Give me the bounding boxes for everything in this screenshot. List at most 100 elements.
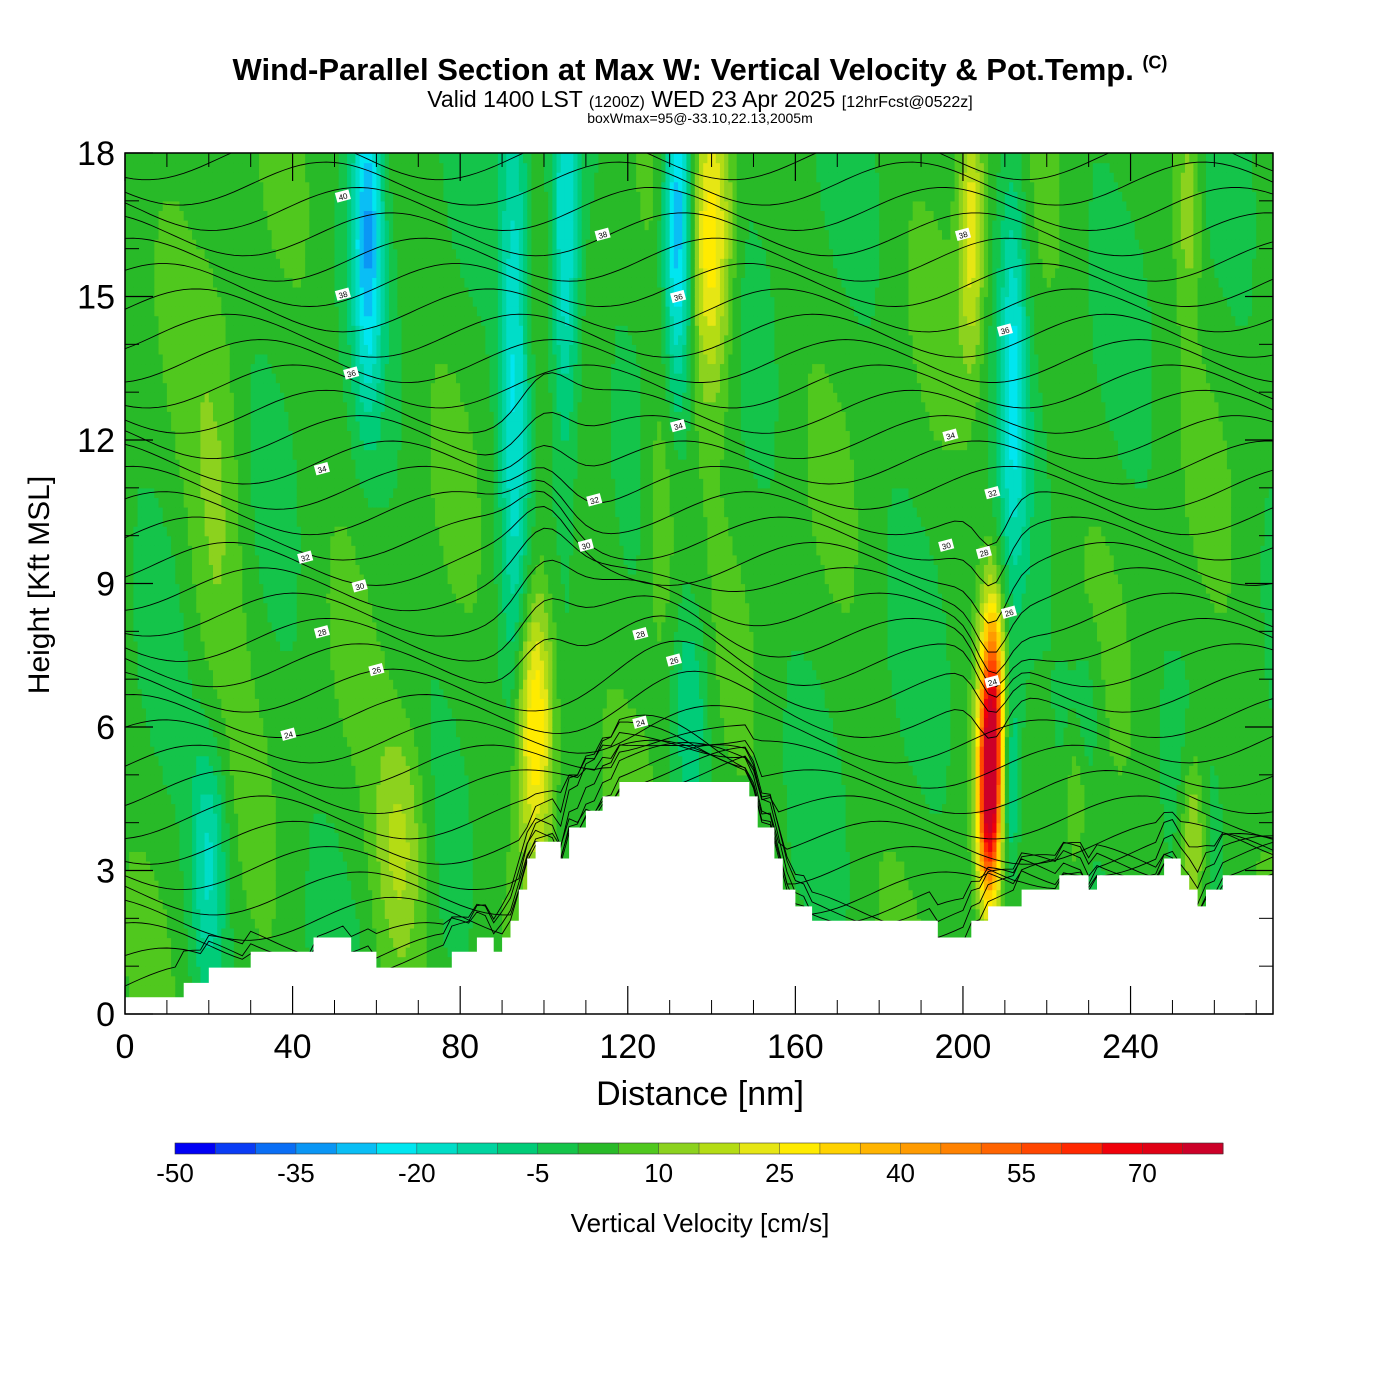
- velocity-cell: [242, 890, 247, 900]
- velocity-cell: [230, 784, 235, 794]
- velocity-cell: [175, 191, 180, 201]
- velocity-cell: [146, 746, 151, 756]
- velocity-cell: [129, 679, 134, 689]
- velocity-cell: [171, 392, 176, 402]
- velocity-cell: [163, 871, 168, 881]
- velocity-cell: [209, 660, 214, 670]
- velocity-cell: [179, 727, 184, 737]
- velocity-cell: [184, 277, 189, 287]
- velocity-cell: [238, 239, 243, 249]
- velocity-cell: [175, 650, 180, 660]
- velocity-cell: [150, 593, 155, 603]
- velocity-cell: [175, 794, 180, 804]
- velocity-cell: [138, 344, 143, 354]
- velocity-cell: [154, 832, 159, 842]
- velocity-cell: [171, 354, 176, 364]
- velocity-cell: [196, 899, 201, 909]
- velocity-cell: [138, 363, 143, 373]
- velocity-cell: [138, 555, 143, 565]
- velocity-cell: [142, 612, 147, 622]
- velocity-cell: [163, 775, 168, 785]
- velocity-cell: [217, 813, 222, 823]
- velocity-cell: [184, 507, 189, 517]
- velocity-cell: [230, 689, 235, 699]
- velocity-cell: [230, 450, 235, 460]
- velocity-cell: [184, 880, 189, 890]
- velocity-cell: [221, 363, 226, 373]
- velocity-cell: [234, 536, 239, 546]
- velocity-cell: [230, 851, 235, 861]
- velocity-cell: [196, 689, 201, 699]
- velocity-cell: [171, 210, 176, 220]
- velocity-cell: [159, 689, 164, 699]
- velocity-cell: [154, 430, 159, 440]
- velocity-cell: [138, 698, 143, 708]
- velocity-cell: [226, 794, 231, 804]
- velocity-cell: [179, 478, 184, 488]
- velocity-cell: [205, 507, 210, 517]
- velocity-cell: [238, 612, 243, 622]
- velocity-cell: [209, 478, 214, 488]
- velocity-cell: [167, 555, 172, 565]
- velocity-cell: [221, 890, 226, 900]
- velocity-cell: [146, 928, 151, 938]
- velocity-cell: [205, 411, 210, 421]
- velocity-cell: [163, 545, 168, 555]
- velocity-cell: [238, 402, 243, 412]
- velocity-cell: [163, 670, 168, 680]
- velocity-cell: [142, 440, 147, 450]
- velocity-cell: [217, 507, 222, 517]
- velocity-cell: [133, 239, 138, 249]
- velocity-cell: [238, 727, 243, 737]
- velocity-cell: [234, 670, 239, 680]
- velocity-cell: [230, 517, 235, 527]
- velocity-cell: [188, 775, 193, 785]
- velocity-cell: [184, 469, 189, 479]
- velocity-cell: [146, 249, 151, 259]
- velocity-cell: [179, 880, 184, 890]
- velocity-cell: [226, 239, 231, 249]
- velocity-cell: [213, 373, 218, 383]
- velocity-cell: [133, 325, 138, 335]
- velocity-cell: [221, 871, 226, 881]
- velocity-cell: [217, 737, 222, 747]
- velocity-cell: [238, 842, 243, 852]
- velocity-cell: [171, 153, 176, 163]
- velocity-cell: [171, 335, 176, 345]
- velocity-cell: [179, 545, 184, 555]
- velocity-cell: [221, 622, 226, 632]
- velocity-cell: [221, 555, 226, 565]
- velocity-cell: [142, 689, 147, 699]
- velocity-cell: [209, 727, 214, 737]
- velocity-cell: [242, 804, 247, 814]
- velocity-cell: [138, 804, 143, 814]
- velocity-cell: [217, 344, 222, 354]
- velocity-cell: [188, 392, 193, 402]
- velocity-cell: [159, 249, 164, 259]
- velocity-cell: [159, 937, 164, 947]
- velocity-cell: [221, 201, 226, 211]
- velocity-cell: [150, 545, 155, 555]
- velocity-cell: [205, 861, 210, 871]
- velocity-cell: [226, 679, 231, 689]
- velocity-cell: [200, 890, 205, 900]
- velocity-cell: [238, 708, 243, 718]
- velocity-cell: [138, 536, 143, 546]
- velocity-cell: [154, 928, 159, 938]
- velocity-cell: [154, 239, 159, 249]
- velocity-cell: [171, 507, 176, 517]
- velocity-cell: [192, 631, 197, 641]
- velocity-cell: [234, 689, 239, 699]
- velocity-cell: [146, 823, 151, 833]
- velocity-cell: [238, 717, 243, 727]
- velocity-cell: [205, 603, 210, 613]
- velocity-cell: [226, 210, 231, 220]
- velocity-cell: [184, 402, 189, 412]
- velocity-cell: [192, 163, 197, 173]
- velocity-cell: [154, 851, 159, 861]
- velocity-cell: [221, 182, 226, 192]
- velocity-cell: [205, 813, 210, 823]
- velocity-cell: [154, 488, 159, 498]
- velocity-cell: [171, 201, 176, 211]
- velocity-cell: [129, 450, 134, 460]
